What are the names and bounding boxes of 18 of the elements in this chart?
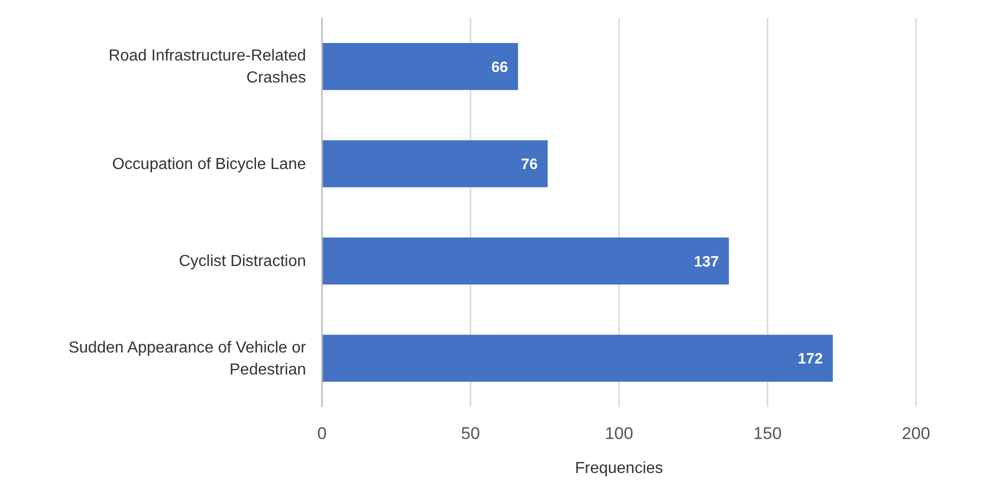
bar (322, 140, 548, 188)
x-tick-label: 50 (461, 424, 480, 444)
x-tick-label: 150 (753, 424, 782, 444)
bar (322, 334, 833, 382)
bar (322, 238, 729, 284)
x-tick-label: 200 (902, 424, 930, 444)
bar (322, 43, 518, 90)
y-tick-label: Sudden Appearance of Vehicle or Pedestrian (68, 338, 307, 378)
y-tick-label: Road Infrastructure-Related Crashes (108, 47, 306, 86)
data-label: 172 (798, 350, 823, 368)
x-axis-title: Frequencies (574, 460, 664, 477)
x-tick-label: 0 (317, 424, 327, 444)
y-tick-label: Cyclist Distraction (178, 252, 306, 270)
y-tick-label: Occupation of Bicycle Lane (112, 155, 306, 172)
data-label: 66 (491, 58, 508, 76)
data-label: 137 (694, 253, 719, 270)
data-label: 76 (521, 156, 538, 174)
x-tick-label: 100 (604, 424, 634, 444)
